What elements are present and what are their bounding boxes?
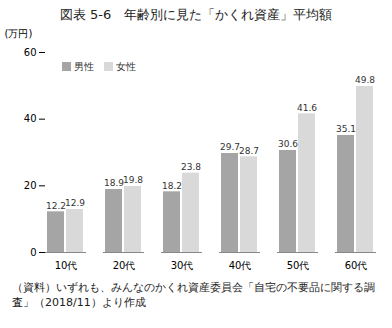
html-text:女性: 女性 (116, 61, 136, 72)
html-text:男性: 男性 (74, 61, 94, 72)
svg-text:12.2: 12.2 (46, 201, 66, 211)
svg-text:20: 20 (24, 180, 37, 191)
html-text:（資料）いずれも、みんなのかくれ資産委員会「自宅の不要品に関: （資料）いずれも、みんなのかくれ資産委員会「自宅の不要品に関する調査」（2018… (12, 281, 375, 309)
svg-text:12.9: 12.9 (65, 198, 85, 208)
svg-text:60代: 60代 (345, 260, 368, 271)
svg-text:20代: 20代 (113, 260, 136, 271)
svg-text:35.1: 35.1 (336, 124, 356, 134)
svg-text:40代: 40代 (229, 260, 252, 271)
svg-text:50代: 50代 (287, 260, 310, 271)
svg-text:40: 40 (24, 113, 37, 124)
svg-text:0: 0 (30, 247, 36, 258)
html-text:図表 5-6 年齢別に見た「かくれ資産」平均額: 図表 5-6 年齢別に見た「かくれ資産」平均額 (59, 7, 333, 22)
svg-text:23.8: 23.8 (181, 162, 201, 172)
svg-text:19.8: 19.8 (123, 175, 143, 185)
svg-text:49.8: 49.8 (355, 75, 375, 85)
svg-text:18.2: 18.2 (162, 181, 182, 191)
svg-text:30.6: 30.6 (278, 139, 298, 149)
svg-text:28.7: 28.7 (239, 146, 259, 156)
svg-text:29.7: 29.7 (220, 142, 240, 152)
svg-text:30代: 30代 (171, 260, 194, 271)
svg-text:10代: 10代 (55, 260, 78, 271)
svg-text:18.9: 18.9 (104, 178, 124, 188)
svg-text:(万円): (万円) (5, 28, 33, 39)
svg-text:41.6: 41.6 (297, 103, 317, 113)
svg-text:60: 60 (24, 47, 37, 58)
